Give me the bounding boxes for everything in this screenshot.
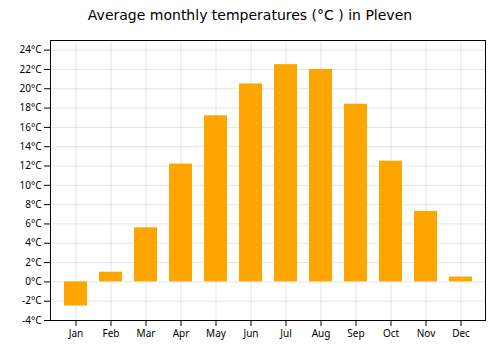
svg-text:4°C: 4°C (25, 235, 42, 249)
svg-text:Aug: Aug (312, 326, 331, 340)
svg-text:-2°C: -2°C (22, 293, 42, 307)
svg-text:2°C: 2°C (25, 255, 42, 269)
html-text:Average monthly temperatures (: Average monthly temperatures (°C ) in Pl… (87, 7, 413, 23)
svg-text:Jul: Jul (279, 326, 292, 340)
svg-text:8°C: 8°C (25, 197, 42, 211)
svg-text:24°C: 24°C (19, 42, 42, 56)
svg-text:Mar: Mar (137, 326, 156, 340)
svg-text:Apr: Apr (173, 326, 190, 340)
svg-text:Jun: Jun (242, 326, 258, 340)
svg-text:18°C: 18°C (19, 100, 42, 114)
svg-text:14°C: 14°C (19, 139, 42, 153)
svg-text:6°C: 6°C (25, 216, 42, 230)
svg-text:May: May (206, 326, 227, 340)
svg-text:Oct: Oct (383, 326, 400, 340)
svg-text:Nov: Nov (417, 326, 436, 340)
svg-text:-4°C: -4°C (22, 313, 42, 327)
svg-text:Sep: Sep (347, 326, 364, 340)
svg-text:10°C: 10°C (19, 178, 42, 192)
svg-text:0°C: 0°C (25, 274, 42, 288)
svg-text:20°C: 20°C (19, 81, 42, 95)
svg-text:12°C: 12°C (19, 158, 42, 172)
svg-text:Dec: Dec (452, 326, 470, 340)
svg-text:16°C: 16°C (19, 120, 42, 134)
svg-text:Feb: Feb (103, 326, 120, 340)
svg-text:22°C: 22°C (19, 62, 42, 76)
svg-text:Jan: Jan (68, 326, 84, 340)
